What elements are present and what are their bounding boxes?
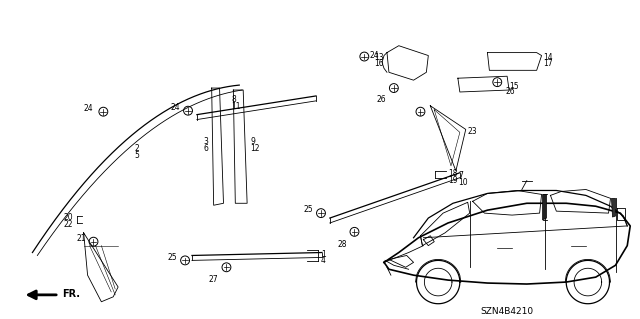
Text: 25: 25 [168, 253, 177, 262]
Text: SZN4B4210: SZN4B4210 [481, 307, 534, 316]
Text: 9: 9 [250, 137, 255, 146]
Polygon shape [543, 194, 547, 220]
Text: 3: 3 [204, 137, 209, 146]
Text: 26: 26 [376, 95, 386, 104]
Text: 2: 2 [135, 144, 140, 153]
Text: 16: 16 [374, 59, 384, 69]
Text: 11: 11 [232, 102, 241, 111]
Text: 24: 24 [84, 104, 93, 113]
Text: 25: 25 [303, 205, 313, 214]
Text: 24: 24 [369, 51, 379, 60]
Text: 12: 12 [250, 144, 260, 153]
Text: 23: 23 [468, 128, 477, 137]
Text: 19: 19 [448, 176, 458, 185]
Text: 8: 8 [232, 95, 236, 104]
Text: 13: 13 [374, 53, 384, 62]
Text: 10: 10 [458, 178, 467, 187]
Text: 24: 24 [170, 103, 180, 112]
Text: 6: 6 [204, 144, 209, 153]
Text: 28: 28 [337, 240, 347, 249]
Text: 27: 27 [209, 275, 219, 284]
Text: 5: 5 [135, 151, 140, 160]
Text: 15: 15 [509, 82, 518, 91]
Text: 1: 1 [321, 249, 326, 259]
Text: 21: 21 [76, 234, 86, 243]
Text: 14: 14 [543, 53, 553, 62]
Text: 18: 18 [448, 169, 458, 178]
Text: 26: 26 [505, 87, 515, 96]
Polygon shape [611, 198, 616, 217]
Text: FR.: FR. [62, 289, 80, 299]
Text: 4: 4 [321, 256, 326, 265]
Text: 7: 7 [458, 171, 463, 180]
Text: 17: 17 [543, 59, 553, 69]
Text: 22: 22 [64, 220, 74, 229]
Text: 20: 20 [64, 213, 74, 222]
